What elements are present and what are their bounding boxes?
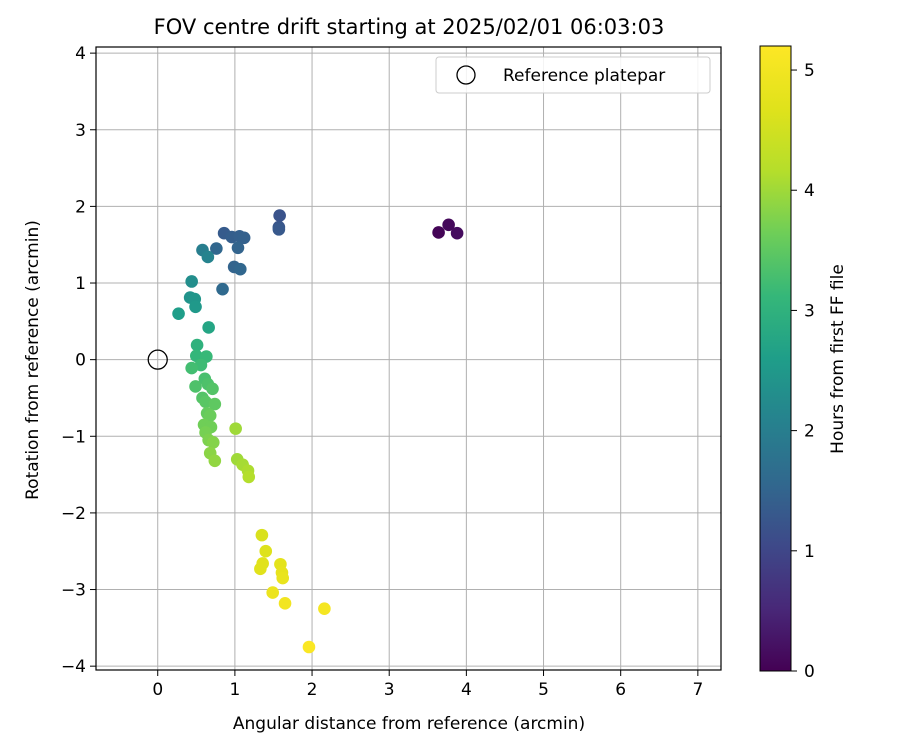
reference-marker-layer	[147, 349, 168, 370]
data-point	[255, 528, 269, 542]
data-point	[229, 422, 242, 435]
x-tick-label: 0	[152, 680, 163, 700]
x-tick-label: 5	[538, 680, 549, 700]
colorbar-tick-label: 2	[804, 422, 815, 442]
legend-entry-reference: Reference platepar	[503, 66, 665, 86]
y-tick-label: −3	[61, 581, 86, 601]
data-point	[190, 338, 204, 352]
y-axis-label: Rotation from reference (arcmin)	[23, 220, 43, 500]
x-tick-label: 1	[229, 680, 240, 700]
data-point	[185, 275, 198, 288]
colorbar-tick-label: 5	[804, 61, 815, 81]
x-tick-label: 2	[307, 680, 318, 700]
data-point	[278, 597, 292, 610]
data-point	[206, 382, 219, 396]
y-axis-ticks: −4 −3 −2 −1 0 1 2 3 4	[61, 44, 96, 677]
colorbar-tick-label: 3	[804, 301, 815, 321]
data-point	[201, 250, 215, 264]
data-point	[272, 223, 286, 236]
data-point	[210, 242, 223, 255]
data-point	[254, 562, 267, 576]
data-point	[273, 209, 286, 222]
colorbar: 0 1 2 3 4 5 Hours from first FF file	[759, 45, 848, 682]
data-point	[233, 262, 247, 276]
y-tick-label: 0	[75, 351, 86, 371]
y-tick-label: 2	[75, 197, 86, 217]
data-point	[450, 226, 464, 240]
legend: Reference platepar	[435, 56, 711, 94]
x-tick-label: 3	[384, 680, 395, 700]
x-tick-label: 4	[461, 680, 472, 700]
data-point	[208, 454, 222, 468]
data-points	[172, 209, 464, 654]
chart-title: FOV centre drift starting at 2025/02/01 …	[154, 15, 665, 39]
data-point	[432, 226, 445, 239]
data-point	[231, 241, 245, 255]
x-axis-label: Angular distance from reference (arcmin)	[233, 714, 585, 734]
plot-frame	[95, 46, 722, 671]
colorbar-tick-label: 0	[804, 662, 815, 682]
x-tick-label: 6	[615, 680, 626, 700]
data-point	[203, 409, 217, 422]
legend-box	[435, 56, 711, 94]
colorbar-tick-label: 4	[804, 181, 815, 201]
data-point	[172, 307, 185, 320]
data-point	[302, 640, 316, 654]
legend-marker-reference	[456, 65, 476, 85]
data-point	[318, 602, 331, 615]
data-point	[237, 231, 251, 245]
data-point	[442, 218, 455, 232]
data-point	[259, 544, 273, 558]
x-tick-label: 7	[692, 680, 703, 700]
data-point	[189, 380, 202, 393]
data-point	[185, 361, 198, 375]
x-axis-ticks: 0 1 2 3 4 5 6 7	[152, 670, 703, 700]
data-point	[189, 300, 202, 314]
y-tick-label: −2	[61, 504, 86, 524]
y-tick-label: 3	[75, 121, 86, 141]
data-point	[276, 571, 290, 585]
colorbar-label: Hours from first FF file	[828, 264, 848, 454]
y-tick-label: −4	[61, 657, 86, 677]
data-point	[206, 436, 220, 449]
colorbar-tick-label: 1	[804, 542, 815, 562]
data-point	[266, 586, 279, 599]
y-tick-label: −1	[61, 427, 86, 447]
y-tick-label: 4	[75, 44, 86, 64]
reference-platepar-marker	[147, 349, 168, 370]
colorbar-gradient	[759, 45, 792, 672]
colorbar-ticks: 0 1 2 3 4 5	[791, 61, 815, 682]
data-point	[216, 282, 229, 296]
y-tick-label: 1	[75, 274, 86, 294]
data-point	[202, 321, 215, 334]
data-point	[242, 470, 256, 484]
data-point	[208, 397, 222, 411]
grid	[96, 47, 721, 670]
